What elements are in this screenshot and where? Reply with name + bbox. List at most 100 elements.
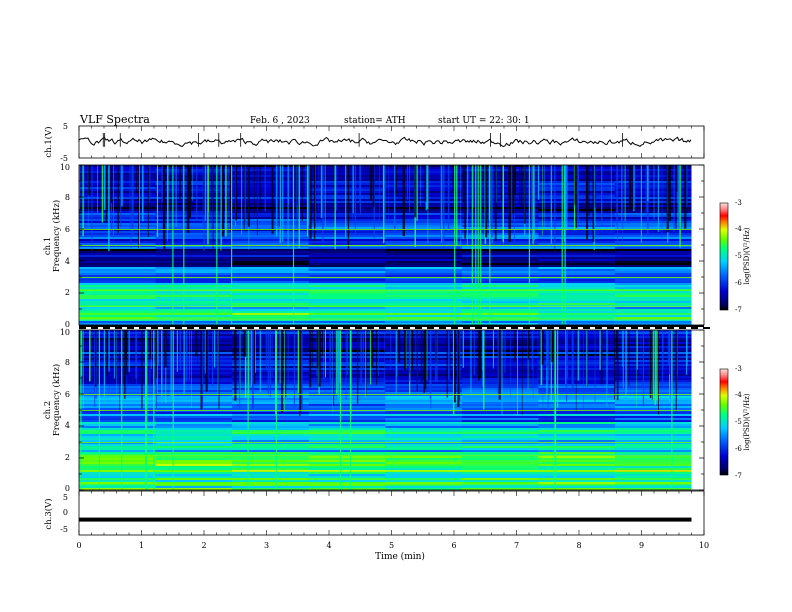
- spectrogram-cell: [155, 418, 233, 420]
- spectrogram-cell: [538, 440, 616, 442]
- spectrogram-cell: [614, 440, 692, 442]
- spectrogram-cell: [79, 406, 157, 408]
- spectrogram-cell: [155, 450, 233, 452]
- spectrogram-cell: [385, 189, 463, 191]
- sferic-streak: [470, 330, 472, 396]
- ch1-spectrogram-channel-label: ch.1: [43, 237, 53, 255]
- spectrogram-cell: [461, 307, 539, 309]
- spectrogram-cell: [79, 275, 157, 277]
- spectrogram-cell: [155, 396, 233, 398]
- sferic-streak: [339, 330, 340, 384]
- spectrogram-cell: [614, 221, 692, 223]
- spectrogram-cell: [155, 261, 233, 263]
- spectrogram-cell: [308, 191, 386, 193]
- separator-dash: [307, 327, 314, 329]
- spectrogram-cell: [461, 444, 539, 446]
- spectrogram-cell: [79, 486, 157, 488]
- sferic-streak: [622, 330, 623, 367]
- spectrogram-cell: [385, 466, 463, 468]
- spectrogram-cell: [79, 205, 157, 207]
- spectrogram-cell: [614, 233, 692, 235]
- spectrogram-gap: [177, 165, 178, 206]
- spectrogram-cell: [385, 167, 463, 169]
- spectrogram-gap: [500, 165, 503, 201]
- spectrogram-cell: [614, 293, 692, 295]
- separator-dash: [247, 327, 254, 329]
- sferic-streak: [434, 330, 436, 382]
- spectrogram-cell: [461, 279, 539, 281]
- spectrogram-cell: [232, 175, 310, 177]
- sferic-streak: [530, 165, 533, 239]
- spectrogram-cell: [79, 235, 157, 237]
- spectrogram-cell: [538, 398, 616, 400]
- ch1-freq-tick-2: 2: [65, 288, 70, 297]
- spectrogram-cell: [385, 476, 463, 478]
- spectrogram-cell: [538, 476, 616, 478]
- sferic-streak: [542, 165, 543, 236]
- spectrogram-cell: [461, 323, 539, 325]
- spectrogram-gap: [594, 165, 596, 208]
- spectrogram-cell: [79, 175, 157, 177]
- sferic-streak: [537, 330, 539, 390]
- spectrogram-cell: [232, 203, 310, 205]
- separator-dash: [679, 327, 686, 329]
- separator-dash: [535, 327, 542, 329]
- spectrogram-cell: [461, 257, 539, 259]
- spectrogram-gap: [300, 330, 302, 412]
- spectrogram-gap: [243, 165, 245, 231]
- spectrogram-cell: [461, 283, 539, 285]
- spectrogram-cell: [614, 271, 692, 273]
- spectrogram-cell: [538, 390, 616, 392]
- spectrogram-cell: [232, 265, 310, 267]
- sferic-streak: [148, 165, 150, 203]
- spectrogram-cell: [79, 452, 157, 454]
- sferic-streak: [265, 330, 267, 370]
- sferic-streak: [653, 165, 655, 220]
- sferic-streak: [594, 330, 596, 403]
- spectrogram-cell: [308, 426, 386, 428]
- spectrogram-gap: [449, 330, 451, 370]
- spectrogram-cell: [232, 474, 310, 476]
- spectrogram-gap: [676, 165, 678, 192]
- spectrogram-cell: [155, 342, 233, 344]
- spectrogram-cell: [155, 436, 233, 438]
- spectrogram-cell: [538, 227, 616, 229]
- spectrogram-cell: [79, 171, 157, 173]
- spectrogram-cell: [538, 486, 616, 488]
- spectrogram-cell: [461, 400, 539, 402]
- spectrogram-cell: [461, 311, 539, 313]
- spectrogram-cell: [308, 376, 386, 378]
- spectrogram-cell: [308, 299, 386, 301]
- spectrogram-cell: [614, 297, 692, 299]
- spectrogram-cell: [385, 239, 463, 241]
- spectrogram-cell: [308, 313, 386, 315]
- spectrogram-cell: [461, 434, 539, 436]
- separator-dash: [319, 327, 326, 329]
- spectrogram-cell: [155, 346, 233, 348]
- spectrogram-cell: [79, 480, 157, 482]
- spectrogram-cell: [538, 468, 616, 470]
- spectrogram-cell: [614, 291, 692, 293]
- spectrogram-cell: [232, 299, 310, 301]
- spectrogram-cell: [614, 448, 692, 450]
- spectrogram-cell: [461, 404, 539, 406]
- ch1-waveform-panel: 5 -5 ch.1(V): [43, 122, 705, 163]
- spectrogram-cell: [79, 233, 157, 235]
- spectrogram-cell: [232, 243, 310, 245]
- spectrogram-cell: [461, 177, 539, 179]
- spectrogram-cell: [461, 309, 539, 311]
- sferic-streak: [396, 330, 398, 377]
- ch1-waveform-trace: [78, 133, 692, 148]
- sferic-streak: [540, 330, 543, 385]
- spectrogram-cell: [79, 420, 157, 422]
- narrowband-line: [79, 229, 692, 230]
- spectrogram-cell: [614, 428, 692, 430]
- spectrogram-cell: [538, 480, 616, 482]
- spectrogram-cell: [308, 384, 386, 386]
- spectrogram-cell: [538, 350, 616, 352]
- spectrogram-cell: [385, 181, 463, 183]
- narrowband-line: [79, 277, 692, 278]
- separator-dash: [667, 327, 674, 329]
- spectrogram-cell: [79, 444, 157, 446]
- spectrogram-cell: [308, 251, 386, 253]
